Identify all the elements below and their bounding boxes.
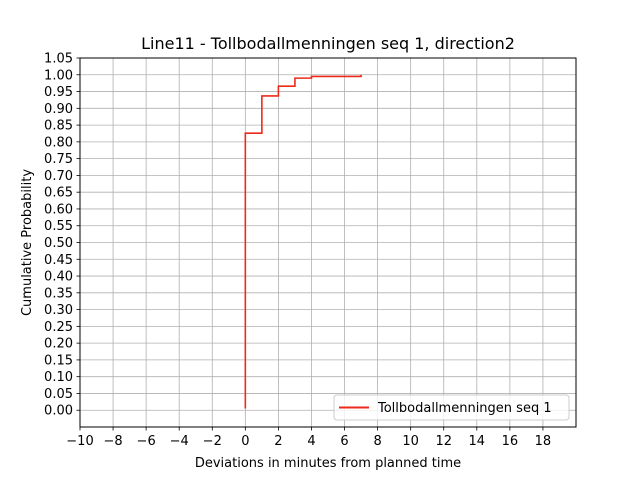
y-tick-label: 1.00 <box>44 68 73 83</box>
plot-series <box>244 74 362 409</box>
y-tick-label: 0.25 <box>44 320 73 335</box>
x-axis-label: Deviations in minutes from planned time <box>195 456 461 471</box>
y-tick-label: 0.85 <box>44 119 73 134</box>
y-tick-label: 0.45 <box>44 253 73 268</box>
y-tick-label: 0.15 <box>44 353 73 368</box>
y-tick-label: 0.60 <box>44 202 73 217</box>
legend-box <box>333 394 570 421</box>
y-tick-label: 0.75 <box>44 152 73 167</box>
x-tick-label: 12 <box>435 434 452 449</box>
y-tick-label: 0.20 <box>44 337 73 352</box>
chart-title: Line11 - Tollbodallmenningen seq 1, dire… <box>141 34 515 53</box>
y-tick-label: 0.10 <box>44 370 73 385</box>
x-tick-label: −10 <box>66 434 93 449</box>
y-tick-label: 0.35 <box>44 286 73 301</box>
y-tick-label: 0.50 <box>44 236 73 251</box>
y-tick-label: 0.90 <box>44 102 73 117</box>
x-axis-ticks: −10 −8 −6 −4 −2 0 2 4 6 8 10 12 14 16 18 <box>66 427 551 449</box>
legend-label: Tollbodallmenningen seq 1 <box>377 401 552 416</box>
y-tick-label: 0.55 <box>44 219 73 234</box>
x-tick-label: 2 <box>274 434 282 449</box>
x-tick-label: 6 <box>340 434 348 449</box>
y-tick-label: 0.00 <box>44 404 73 419</box>
grid <box>79 57 576 427</box>
x-tick-label: 18 <box>535 434 552 449</box>
x-tick-label: 0 <box>241 434 249 449</box>
x-tick-label: 16 <box>502 434 519 449</box>
series-line <box>244 74 362 409</box>
y-tick-label: 1.05 <box>44 52 73 67</box>
y-tick-label: 0.30 <box>44 303 73 318</box>
y-tick-label: 0.05 <box>44 387 73 402</box>
x-tick-label: 14 <box>469 434 486 449</box>
y-tick-label: 0.70 <box>44 169 73 184</box>
y-tick-label: 0.95 <box>44 85 73 100</box>
legend: Tollbodallmenningen seq 1 <box>333 394 570 421</box>
x-tick-label: −4 <box>170 434 189 449</box>
y-tick-label: 0.80 <box>44 135 73 150</box>
x-tick-label: −6 <box>137 434 156 449</box>
y-axis-ticks: 0.00 0.05 0.10 0.150.20 0.25 0.30 0.350.40 0.45… <box>44 52 80 419</box>
y-tick-label: 0.65 <box>44 186 73 201</box>
x-tick-label: 10 <box>402 434 419 449</box>
x-tick-label: 4 <box>307 434 315 449</box>
y-axis-label: Cumulative Probability <box>20 169 35 316</box>
y-tick-label: 0.40 <box>44 270 73 285</box>
x-tick-label: −2 <box>203 434 222 449</box>
x-tick-label: 8 <box>373 434 381 449</box>
x-tick-label: −8 <box>103 434 122 449</box>
